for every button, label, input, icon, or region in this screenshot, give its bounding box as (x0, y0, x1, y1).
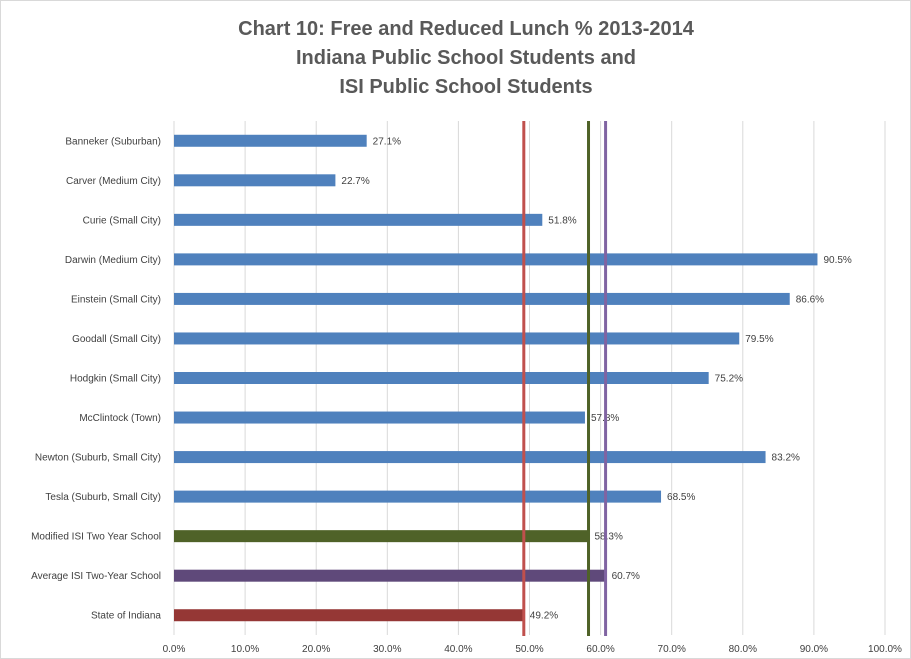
data-label: 60.7% (612, 571, 640, 582)
bar (174, 372, 709, 384)
bar (174, 451, 766, 464)
category-label: McClintock (Town) (79, 413, 161, 424)
x-tick-label: 60.0% (586, 644, 614, 655)
bar (174, 490, 662, 503)
chart-title-line-1: Chart 10: Free and Reduced Lunch % 2013-… (238, 18, 694, 40)
x-tick-label: 90.0% (800, 644, 828, 655)
data-label: 58.3% (595, 532, 623, 543)
bar (174, 174, 336, 187)
x-tick-label: 30.0% (373, 644, 401, 655)
data-label: 22.7% (341, 176, 369, 187)
x-tick-label: 100.0% (868, 644, 902, 655)
x-tick-label: 80.0% (729, 644, 757, 655)
bar (174, 569, 606, 582)
bar (174, 213, 543, 226)
x-tick-label: 0.0% (163, 644, 186, 655)
category-label: State of Indiana (91, 611, 161, 622)
category-label: Darwin (Medium City) (65, 255, 161, 266)
data-label: 86.6% (796, 294, 824, 305)
bar (174, 332, 740, 345)
bar (174, 292, 790, 305)
x-tick-label: 70.0% (658, 644, 686, 655)
bar (174, 253, 818, 266)
bar (174, 530, 589, 543)
category-label: Modified ISI Two Year School (31, 532, 161, 543)
category-label: Einstein (Small City) (71, 294, 161, 305)
category-label: Newton (Suburb, Small City) (35, 453, 161, 464)
data-label: 51.8% (548, 215, 576, 226)
chart-title-line-2: Indiana Public School Students and (295, 47, 637, 69)
chart-title: Chart 10: Free and Reduced Lunch % 2013-… (171, 15, 761, 102)
bar (174, 411, 585, 424)
data-label: 49.2% (530, 611, 558, 622)
category-label: Banneker (Suburban) (65, 136, 161, 147)
x-tick-label: 10.0% (231, 644, 259, 655)
data-label: 75.2% (715, 374, 743, 385)
category-label: Tesla (Suburb, Small City) (45, 492, 161, 503)
category-label: Curie (Small City) (83, 215, 161, 226)
chart-title-line-3: ISI Public School Students (339, 76, 593, 98)
category-label: Carver (Medium City) (66, 176, 161, 187)
data-label: 90.5% (823, 255, 851, 266)
data-label: 68.5% (667, 492, 695, 503)
category-label: Hodgkin (Small City) (70, 374, 161, 385)
category-label: Goodall (Small City) (72, 334, 161, 345)
x-tick-label: 20.0% (302, 644, 330, 655)
bar (174, 609, 524, 622)
bar (174, 134, 367, 147)
data-label: 79.5% (745, 334, 773, 345)
data-label: 83.2% (772, 453, 800, 464)
x-tick-label: 40.0% (444, 644, 472, 655)
x-tick-label: 50.0% (515, 644, 543, 655)
data-label: 27.1% (373, 136, 401, 147)
category-label: Average ISI Two-Year School (31, 571, 161, 582)
